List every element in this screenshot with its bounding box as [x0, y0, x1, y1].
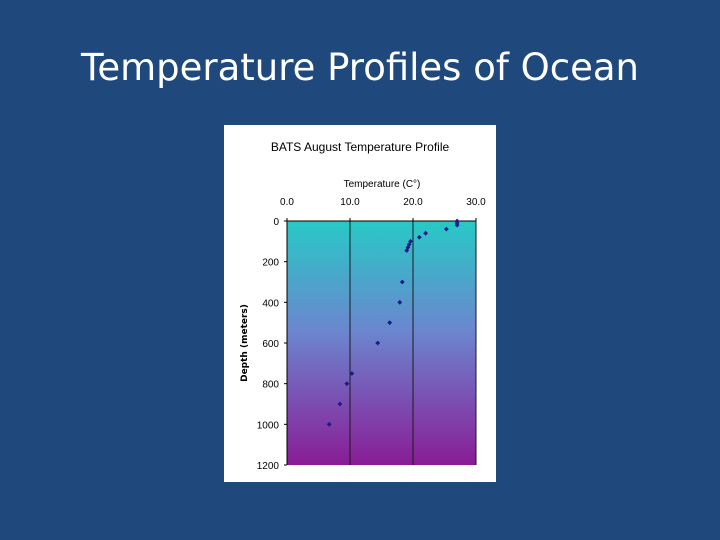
data-point — [416, 234, 422, 240]
temperature-profile-chart: 0.0 10.0 20.0 30.0 0 200 400 600 800 1000 1200 BAT… — [240, 140, 486, 472]
x-tick-label: 30.0 — [466, 197, 486, 208]
data-point — [405, 245, 411, 250]
slide-title: Temperature Profiles of Ocean — [81, 46, 639, 89]
data-point — [326, 421, 332, 427]
y-tick-label: 0 — [273, 217, 279, 228]
x-axis-label: Temperature (C°) — [344, 179, 421, 190]
chart-card: 0.0 10.0 20.0 30.0 0 200 400 600 800 1000 1200 BAT… — [224, 125, 496, 482]
y-tick-label: 1200 — [257, 461, 280, 472]
point-layer — [326, 218, 460, 427]
data-point — [423, 230, 428, 236]
data-point — [397, 299, 403, 305]
data-point — [344, 381, 350, 387]
data-point — [404, 248, 410, 253]
x-tick-label: 0.0 — [280, 197, 294, 208]
grid-layer — [349, 221, 477, 465]
y-tick-label: 600 — [262, 339, 279, 350]
data-point — [337, 401, 343, 407]
x-tick-label: 10.0 — [340, 197, 360, 208]
y-tick-label: 1000 — [257, 420, 280, 431]
chart-title: BATS August Temperature Profile — [271, 140, 450, 154]
data-point — [454, 222, 460, 228]
x-tick-label: 20.0 — [403, 197, 423, 208]
y-axis-label: Depth (meters) — [240, 304, 250, 382]
data-point — [387, 320, 393, 326]
y-tick-label: 800 — [262, 380, 279, 391]
data-point — [399, 279, 405, 285]
data-point — [375, 340, 381, 346]
y-tick-label: 200 — [262, 258, 279, 269]
data-point — [349, 371, 355, 376]
y-tick-label: 400 — [262, 298, 279, 309]
data-point — [443, 226, 449, 232]
axis-layer: 0.0 10.0 20.0 30.0 0 200 400 600 800 1000 1200 — [257, 197, 486, 472]
plot-area — [287, 221, 476, 465]
